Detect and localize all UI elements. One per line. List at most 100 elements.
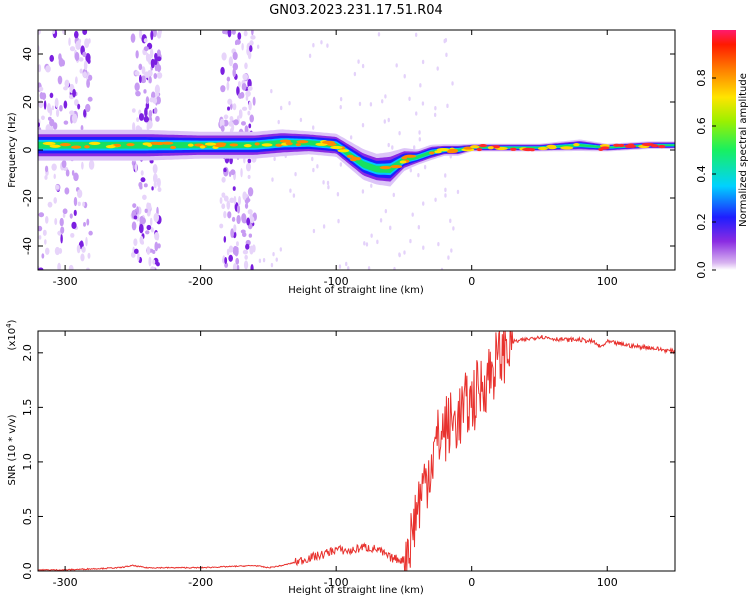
spectrogram-noise-blob	[223, 195, 229, 202]
spectrogram-noise-blob	[326, 43, 329, 48]
spectrogram-noise-blob	[144, 208, 148, 213]
spectrogram-noise-blob	[279, 247, 283, 252]
spectrogram-noise-blob	[219, 223, 224, 229]
colorbar-ticks: 0.0 0.2 0.4 0.6 0.8	[695, 69, 716, 279]
spectrogram-noise-blob	[244, 62, 248, 70]
spectrogram-noise-blob	[249, 45, 253, 53]
spectrogram-noise-blob	[289, 188, 292, 193]
spectrogram-noise-blob	[238, 109, 243, 119]
spectrogram-noise-blob	[367, 266, 371, 270]
spectrogram-noise-blob	[403, 74, 406, 79]
spectrogram-noise-blob	[150, 266, 155, 270]
spectrogram-noise-blob	[68, 264, 74, 270]
spectrogram-noise-blob	[43, 100, 47, 110]
spectrogram-noise-blob	[47, 103, 51, 114]
spectrogram-noise-blob	[142, 194, 147, 200]
spectrogram-noise-blob	[73, 172, 79, 182]
spectrogram-noise-blob	[421, 59, 425, 65]
snr-panel: -300 -200 -100 0 100 0.0 0.5 1.0 1.5 2.0 Height o…	[5, 319, 676, 596]
spectrogram-noise-blob	[444, 187, 447, 193]
spectrogram-noise-blob	[271, 177, 274, 182]
spectrogram-noise-blob	[237, 92, 243, 99]
spectrogram-noise-blob	[135, 50, 139, 59]
spectrogram-hot-spot	[275, 143, 283, 147]
spectrogram-hot-spot	[547, 146, 557, 150]
spectrogram-noise-blob	[86, 218, 90, 226]
spectrogram-noise-blob	[422, 245, 425, 250]
spectrogram-hot-spot	[279, 139, 292, 143]
spectrogram-noise-blob	[244, 254, 248, 260]
spectrogram-noise-blob	[240, 168, 243, 178]
spectrogram-noise-blob	[156, 235, 159, 241]
spectrogram-noise-blob	[229, 116, 234, 122]
spectrogram-noise-blob	[71, 113, 78, 124]
spectrogram-hot-spot	[487, 146, 494, 150]
spectrogram-hot-spot	[161, 141, 174, 145]
spectrogram-noise-blob	[357, 59, 360, 64]
spectrogram-noise-blob	[237, 81, 241, 88]
snr-y-tick-label: 0.0	[21, 562, 34, 580]
spectrogram-noise-blob	[228, 171, 232, 177]
spectrogram-noise-blob	[154, 241, 159, 252]
spectrogram-noise-blob	[58, 247, 63, 254]
spectrogram-noise-blob	[47, 201, 53, 208]
spectrogram-noise-blob	[221, 203, 226, 210]
spectrogram-marks	[38, 30, 675, 270]
spectrogram-noise-blob	[131, 108, 136, 113]
spectrogram-noise-blob	[135, 90, 141, 97]
spectrogram-noise-blob	[134, 82, 140, 91]
spectrogram-noise-blob	[383, 119, 386, 124]
spectrogram-noise-blob	[247, 187, 254, 197]
spectrogram-noise-blob	[415, 111, 418, 116]
spectrogram-noise-blob	[451, 81, 454, 86]
spectrogram-noise-blob	[143, 46, 149, 52]
spectrogram-noise-blob	[279, 105, 283, 111]
spectrogram-noise-blob	[153, 212, 160, 223]
spectrogram-noise-blob	[233, 195, 237, 205]
spectrogram-hot-spot	[624, 144, 632, 148]
spectrogram-noise-blob	[223, 114, 229, 120]
spectrogram-y-tick-label: 20	[21, 95, 34, 109]
spectrogram-noise-blob	[155, 96, 161, 105]
spectrogram-noise-blob	[143, 38, 148, 43]
spectrogram-noise-blob	[245, 243, 250, 250]
spectrogram-noise-blob	[52, 30, 56, 35]
spectrogram-noise-blob	[361, 189, 365, 194]
spectrogram-noise-blob	[308, 53, 312, 59]
spectrogram-noise-blob	[272, 251, 275, 257]
spectrogram-hot-spot	[613, 143, 621, 147]
spectrogram-noise-blob	[423, 164, 427, 170]
colorbar-gradient	[712, 30, 736, 270]
spectrogram-noise-blob	[131, 221, 137, 231]
spectrogram-noise-blob	[370, 233, 373, 238]
spectrogram-noise-blob	[275, 257, 278, 262]
spectrogram-noise-blob	[243, 30, 248, 37]
spectrogram-noise-blob	[249, 114, 254, 123]
snr-scale-note: (x104)	[5, 319, 18, 350]
spectrogram-noise-blob	[152, 259, 156, 265]
spectrogram-noise-blob	[146, 224, 152, 231]
spectrogram-noise-blob	[377, 32, 381, 37]
snr-frame	[37, 330, 676, 572]
spectrogram-noise-blob	[219, 197, 223, 204]
spectrogram-noise-blob	[148, 76, 152, 84]
spectrogram-noise-blob	[59, 217, 64, 227]
spectrogram-noise-blob	[339, 104, 342, 110]
spectrogram-noise-blob	[447, 255, 450, 260]
spectrogram-noise-blob	[252, 96, 256, 106]
spectrogram-noise-blob	[150, 30, 154, 41]
spectrogram-noise-blob	[236, 241, 239, 247]
spectrogram-noise-blob	[156, 49, 161, 57]
spectrogram-noise-blob	[244, 125, 249, 134]
spectrogram-hot-spot	[261, 143, 273, 147]
spectrogram-hot-spot	[399, 160, 407, 164]
spectrogram-noise-blob	[256, 44, 260, 49]
spectrogram-noise-blob	[221, 192, 226, 198]
spectrogram-noise-blob	[384, 94, 387, 99]
spectrogram-noise-blob	[148, 202, 152, 211]
spectrogram-noise-blob	[44, 175, 48, 180]
spectrogram-noise-blob	[226, 200, 231, 210]
spectrogram-hot-spot	[243, 144, 252, 148]
spectrogram-noise-blob	[82, 30, 88, 36]
spectrogram-noise-blob	[154, 84, 160, 95]
